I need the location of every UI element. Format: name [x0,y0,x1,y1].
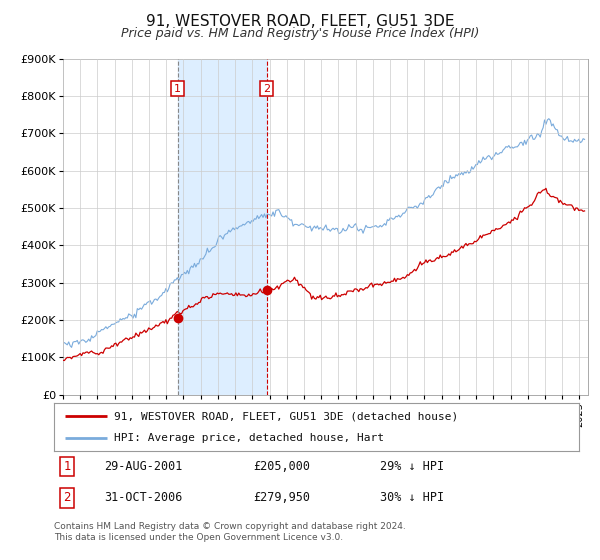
Text: Price paid vs. HM Land Registry's House Price Index (HPI): Price paid vs. HM Land Registry's House … [121,27,479,40]
Text: 1: 1 [174,83,181,94]
Text: 1: 1 [64,460,71,473]
Text: 30% ↓ HPI: 30% ↓ HPI [380,491,443,504]
Text: 91, WESTOVER ROAD, FLEET, GU51 3DE (detached house): 91, WESTOVER ROAD, FLEET, GU51 3DE (deta… [115,411,458,421]
Text: This data is licensed under the Open Government Licence v3.0.: This data is licensed under the Open Gov… [54,533,343,542]
Text: 29% ↓ HPI: 29% ↓ HPI [380,460,443,473]
Text: 29-AUG-2001: 29-AUG-2001 [104,460,182,473]
Text: 91, WESTOVER ROAD, FLEET, GU51 3DE: 91, WESTOVER ROAD, FLEET, GU51 3DE [146,14,454,29]
Text: 2: 2 [64,491,71,504]
Text: £205,000: £205,000 [254,460,311,473]
Text: £279,950: £279,950 [254,491,311,504]
Bar [178,59,266,395]
Text: HPI: Average price, detached house, Hart: HPI: Average price, detached house, Hart [115,433,385,443]
Text: Contains HM Land Registry data © Crown copyright and database right 2024.: Contains HM Land Registry data © Crown c… [54,522,406,531]
Text: 31-OCT-2006: 31-OCT-2006 [104,491,182,504]
Text: 2: 2 [263,83,270,94]
